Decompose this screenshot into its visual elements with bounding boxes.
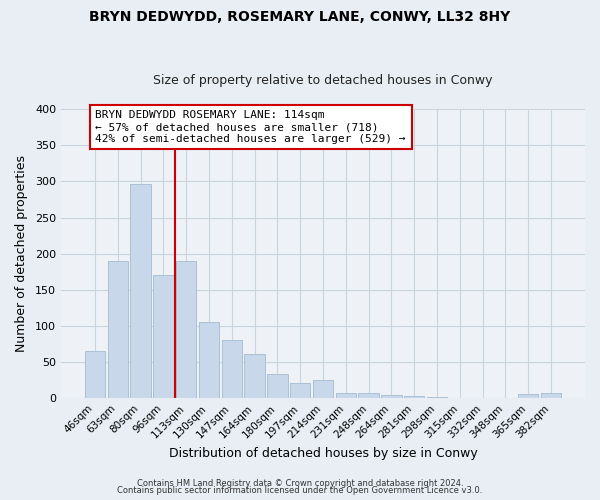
- Bar: [358, 394, 379, 398]
- Text: Contains public sector information licensed under the Open Government Licence v3: Contains public sector information licen…: [118, 486, 482, 495]
- Bar: [381, 394, 401, 398]
- Bar: [244, 354, 265, 399]
- Y-axis label: Number of detached properties: Number of detached properties: [15, 155, 28, 352]
- Text: BRYN DEDWYDD, ROSEMARY LANE, CONWY, LL32 8HY: BRYN DEDWYDD, ROSEMARY LANE, CONWY, LL32…: [89, 10, 511, 24]
- X-axis label: Distribution of detached houses by size in Conwy: Distribution of detached houses by size …: [169, 447, 478, 460]
- Bar: [313, 380, 333, 398]
- Text: Contains HM Land Registry data © Crown copyright and database right 2024.: Contains HM Land Registry data © Crown c…: [137, 478, 463, 488]
- Bar: [221, 340, 242, 398]
- Bar: [267, 374, 287, 398]
- Bar: [199, 322, 219, 398]
- Bar: [427, 397, 447, 398]
- Bar: [130, 184, 151, 398]
- Title: Size of property relative to detached houses in Conwy: Size of property relative to detached ho…: [153, 74, 493, 87]
- Bar: [153, 274, 173, 398]
- Bar: [290, 383, 310, 398]
- Bar: [107, 261, 128, 398]
- Bar: [518, 394, 538, 398]
- Bar: [85, 352, 105, 399]
- Text: BRYN DEDWYDD ROSEMARY LANE: 114sqm
← 57% of detached houses are smaller (718)
42: BRYN DEDWYDD ROSEMARY LANE: 114sqm ← 57%…: [95, 110, 406, 144]
- Bar: [404, 396, 424, 398]
- Bar: [541, 392, 561, 398]
- Bar: [335, 394, 356, 398]
- Bar: [176, 261, 196, 398]
